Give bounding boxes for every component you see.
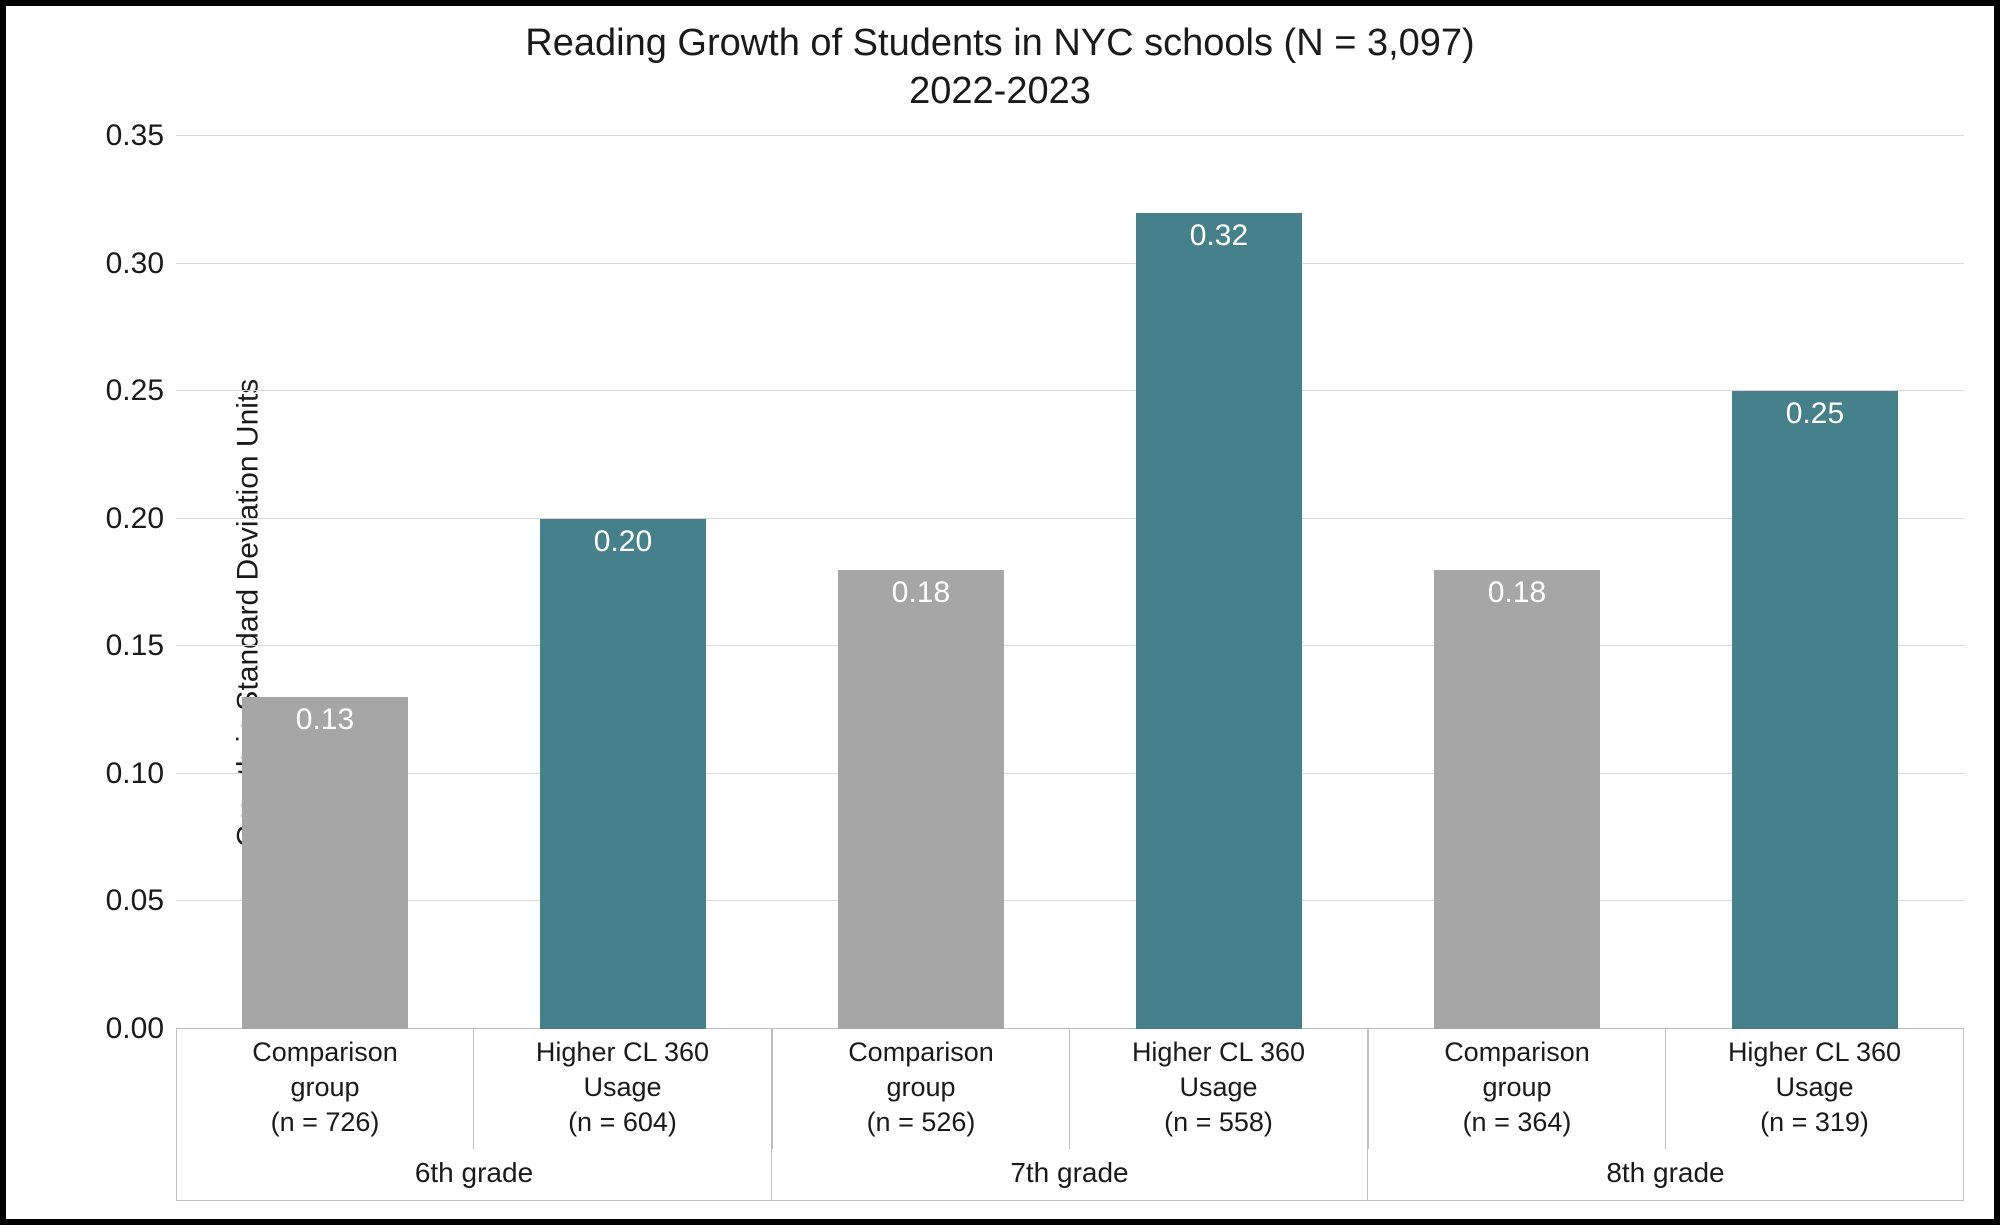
- grid-line: [176, 390, 1964, 391]
- x-group-label: 6th grade: [176, 1149, 772, 1201]
- x-category-cell: Higher CL 360Usage(n = 558): [1070, 1029, 1368, 1149]
- grid-line: [176, 518, 1964, 519]
- x-category-n: (n = 319): [1666, 1105, 1963, 1140]
- grid-line: [176, 773, 1964, 774]
- y-tick-label: 0.00: [106, 1012, 176, 1046]
- x-category-n: (n = 526): [773, 1105, 1069, 1140]
- x-category-cell: Comparisongroup(n = 726): [176, 1029, 474, 1149]
- x-category-line2: group: [1369, 1070, 1665, 1105]
- bar: 0.18: [838, 570, 1005, 1029]
- x-category-n: (n = 558): [1070, 1105, 1367, 1140]
- chart-title: Reading Growth of Students in NYC school…: [6, 20, 1994, 115]
- x-group-label: 7th grade: [772, 1149, 1368, 1201]
- bar-value-label: 0.18: [838, 576, 1005, 610]
- y-tick-label: 0.30: [106, 247, 176, 281]
- y-tick-label: 0.05: [106, 884, 176, 918]
- bar-value-label: 0.13: [242, 703, 409, 737]
- bar-value-label: 0.18: [1434, 576, 1601, 610]
- x-category-n: (n = 726): [177, 1105, 473, 1140]
- x-category-line2: group: [177, 1070, 473, 1105]
- x-group-label: 8th grade: [1368, 1149, 1964, 1201]
- bar: 0.18: [1434, 570, 1601, 1029]
- bar: 0.25: [1732, 391, 1899, 1029]
- chart-title-line2: 2022-2023: [6, 68, 1994, 116]
- x-category-n: (n = 364): [1369, 1105, 1665, 1140]
- bar: 0.13: [242, 697, 409, 1029]
- y-tick-label: 0.20: [106, 502, 176, 536]
- x-category-cell: Comparisongroup(n = 526): [772, 1029, 1070, 1149]
- x-category-line1: Comparison: [773, 1035, 1069, 1070]
- x-category-line1: Comparison: [177, 1035, 473, 1070]
- grid-line: [176, 263, 1964, 264]
- grid-line: [176, 900, 1964, 901]
- bar-value-label: 0.32: [1136, 219, 1303, 253]
- chart-frame: Reading Growth of Students in NYC school…: [0, 0, 2000, 1225]
- grid-line: [176, 135, 1964, 136]
- bar-value-label: 0.20: [540, 525, 707, 559]
- x-category-line2: Usage: [1666, 1070, 1963, 1105]
- x-category-line1: Higher CL 360: [1666, 1035, 1963, 1070]
- x-category-line1: Higher CL 360: [1070, 1035, 1367, 1070]
- x-category-line1: Higher CL 360: [474, 1035, 771, 1070]
- bar: 0.32: [1136, 213, 1303, 1029]
- x-category-line2: Usage: [474, 1070, 771, 1105]
- y-tick-label: 0.15: [106, 629, 176, 663]
- x-category-line2: Usage: [1070, 1070, 1367, 1105]
- plot-area: 0.000.050.100.150.200.250.300.350.13Comp…: [176, 136, 1964, 1029]
- x-category-cell: Higher CL 360Usage(n = 604): [474, 1029, 772, 1149]
- chart-title-line1: Reading Growth of Students in NYC school…: [6, 20, 1994, 68]
- x-category-cell: Comparisongroup(n = 364): [1368, 1029, 1666, 1149]
- x-category-line1: Comparison: [1369, 1035, 1665, 1070]
- x-category-cell: Higher CL 360Usage(n = 319): [1666, 1029, 1964, 1149]
- y-tick-label: 0.10: [106, 757, 176, 791]
- x-category-line2: group: [773, 1070, 1069, 1105]
- y-tick-label: 0.35: [106, 119, 176, 153]
- y-tick-label: 0.25: [106, 374, 176, 408]
- bar-value-label: 0.25: [1732, 397, 1899, 431]
- bar: 0.20: [540, 519, 707, 1029]
- x-category-n: (n = 604): [474, 1105, 771, 1140]
- grid-line: [176, 645, 1964, 646]
